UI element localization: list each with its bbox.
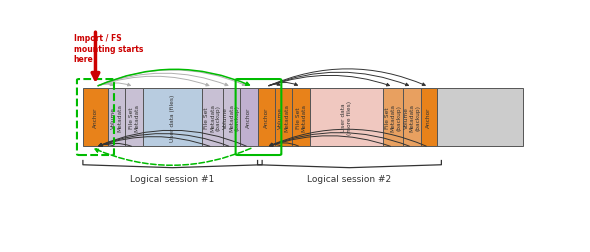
Bar (83, 88, 108, 147)
Text: Anchor: Anchor (93, 107, 98, 128)
Text: Logical session #1: Logical session #1 (130, 174, 215, 183)
Text: Anchor: Anchor (247, 107, 251, 128)
Text: Volume
Metadata: Volume Metadata (278, 104, 289, 132)
Bar (404, 88, 421, 147)
Bar (240, 88, 258, 147)
Text: File Set
Metadata: File Set Metadata (129, 104, 139, 132)
Bar (223, 88, 240, 147)
Text: Logical session #2: Logical session #2 (307, 174, 392, 183)
Bar (310, 88, 383, 147)
Text: File Set
Metadata: File Set Metadata (296, 104, 306, 132)
Text: User data (files): User data (files) (170, 94, 175, 141)
Bar (275, 88, 292, 147)
Text: File Set
Metadata
(backup): File Set Metadata (backup) (385, 104, 401, 132)
Bar (421, 88, 437, 147)
Text: User data
(more files): User data (more files) (341, 101, 352, 135)
Bar (202, 88, 223, 147)
Text: Anchor: Anchor (264, 107, 269, 128)
Text: Volume
Metadata
(backup): Volume Metadata (backup) (404, 104, 421, 132)
Text: Anchor: Anchor (427, 107, 431, 128)
Bar (126, 88, 143, 147)
Bar (143, 88, 202, 147)
Text: Volume
Metadata
(backup): Volume Metadata (backup) (223, 104, 240, 132)
Text: Volume
Metadata: Volume Metadata (112, 104, 122, 132)
Bar (258, 88, 275, 147)
Bar (383, 88, 404, 147)
Text: Import / FS
mounting starts
here: Import / FS mounting starts here (74, 34, 143, 64)
Bar (292, 88, 310, 147)
Text: File Set
Metadata
(backup): File Set Metadata (backup) (204, 104, 221, 132)
Bar (108, 88, 126, 147)
Bar (437, 88, 523, 147)
